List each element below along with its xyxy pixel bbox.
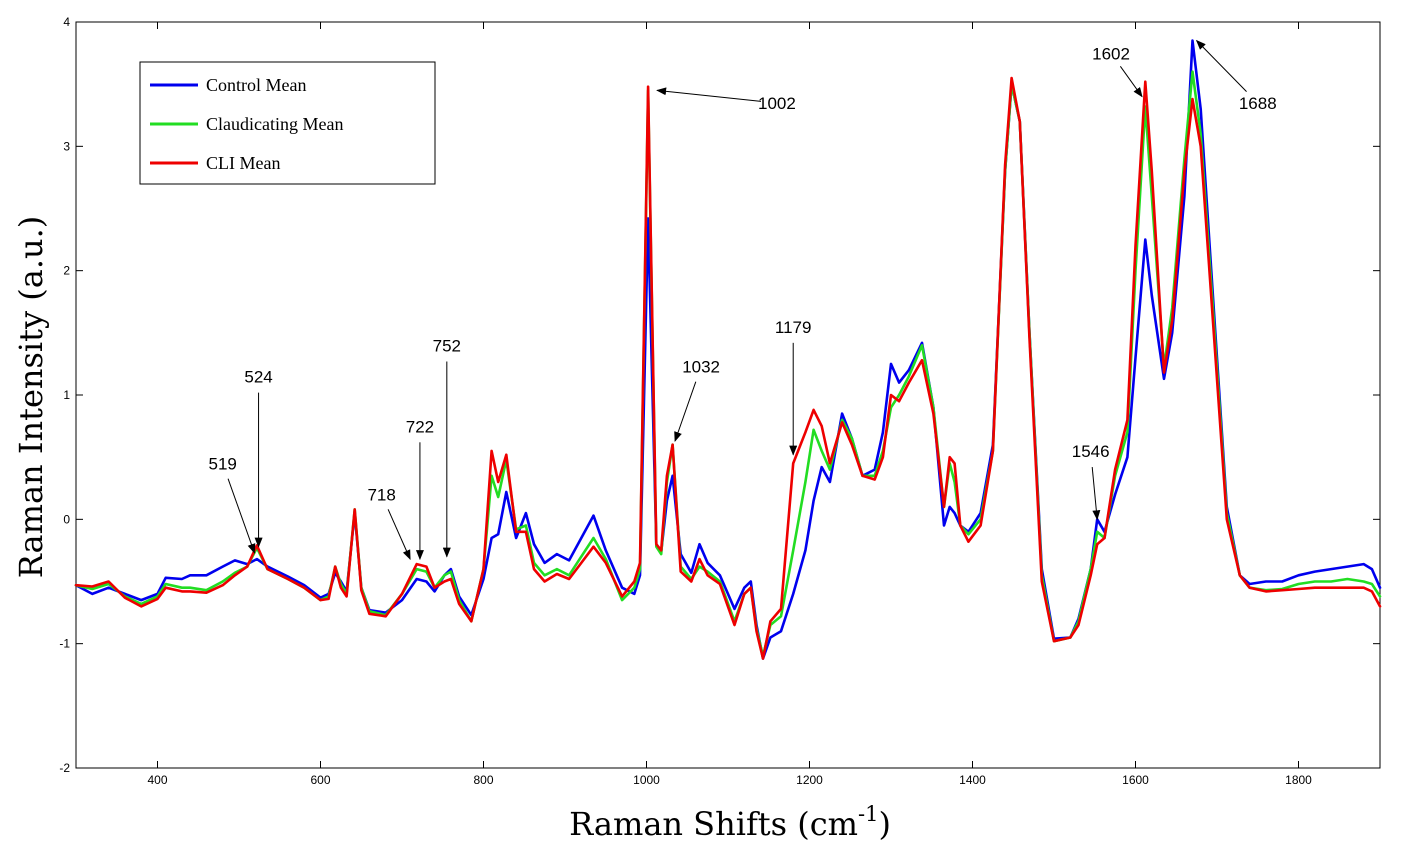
peak-label-718: 718	[367, 486, 395, 505]
y-tick-label: -1	[59, 637, 70, 651]
annotation-layer: 519 524 718 722 752 1002 1032 1179 1546 1602 1688	[209, 39, 1277, 561]
x-tick-label: 1600	[1122, 773, 1149, 787]
y-tick-label: 2	[63, 264, 70, 278]
x-axis-label: Raman Shifts (cm-1)	[569, 802, 891, 843]
y-tick-label: 4	[63, 15, 70, 29]
x-tick-label: 600	[310, 773, 330, 787]
legend-label-claudicating-mean: Claudicating Mean	[206, 114, 343, 134]
peak-label-1032: 1032	[682, 358, 720, 377]
y-axis: -2 -1 0 1 2 3 4	[59, 15, 1380, 775]
series-layer	[74, 39, 1382, 660]
peak-arrow-718	[387, 509, 411, 561]
x-tick-label: 400	[147, 773, 167, 787]
peak-arrow-1002	[656, 87, 762, 102]
x-tick-label: 1800	[1285, 773, 1312, 787]
series-line-cli-mean	[74, 76, 1382, 660]
peak-label-519: 519	[209, 455, 237, 474]
x-tick-label: 1000	[633, 773, 660, 787]
y-tick-label: 0	[63, 512, 70, 526]
peak-arrow-519	[227, 478, 256, 554]
peak-label-1688: 1688	[1239, 94, 1277, 113]
x-axis: 400 600 800 1000 1200 1400 1600 1800	[147, 22, 1312, 787]
peak-label-1002: 1002	[758, 94, 796, 113]
peak-label-1602: 1602	[1092, 44, 1130, 63]
y-tick-label: 3	[63, 139, 70, 153]
y-tick-label: 1	[63, 388, 70, 402]
legend: Control Mean Claudicating Mean CLI Mean	[139, 61, 436, 185]
y-axis-label: Raman Intensity (a.u.)	[12, 216, 50, 579]
peak-arrow-1546	[1091, 467, 1101, 521]
x-tick-label: 1400	[959, 773, 986, 787]
legend-label-control-mean: Control Mean	[206, 75, 307, 95]
x-tick-label: 800	[473, 773, 493, 787]
peak-arrow-1032	[674, 381, 697, 442]
peak-label-1546: 1546	[1072, 442, 1110, 461]
peak-arrow-1688	[1195, 39, 1247, 92]
peak-label-1179: 1179	[775, 318, 812, 337]
y-tick-label: -2	[59, 761, 70, 775]
peak-label-752: 752	[433, 336, 461, 355]
peak-label-722: 722	[406, 417, 434, 436]
peak-label-524: 524	[244, 368, 272, 387]
peak-arrow-1602	[1119, 66, 1143, 98]
legend-label-cli-mean: CLI Mean	[206, 153, 280, 173]
x-tick-label: 1200	[796, 773, 823, 787]
